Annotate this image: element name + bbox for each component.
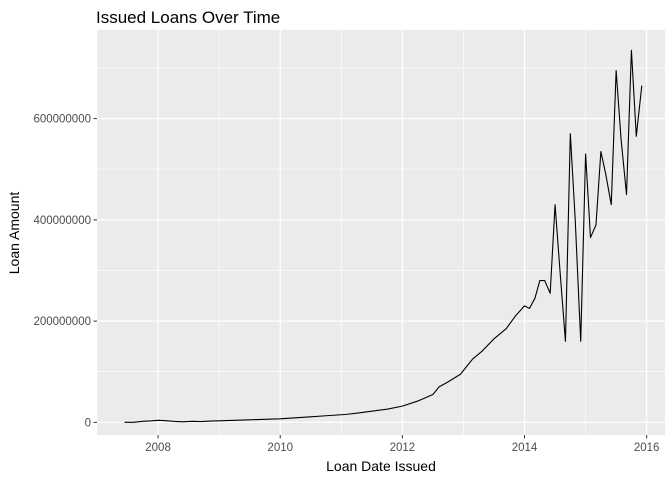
- y-tick-label: 200000000: [33, 316, 91, 328]
- y-tick-label: 400000000: [33, 215, 91, 227]
- plot-panel: [97, 30, 665, 435]
- x-tick-label: 2010: [267, 442, 293, 454]
- y-axis-title: Loan Amount: [6, 192, 22, 275]
- y-tick-label: 0: [85, 417, 91, 429]
- x-tick-label: 2008: [145, 442, 171, 454]
- x-axis-title: Loan Date Issued: [326, 458, 436, 474]
- x-tick-label: 2014: [512, 442, 538, 454]
- x-axis-ticks: 2008 2010 2012 2014 2016: [145, 435, 659, 454]
- y-axis-ticks: 0 200000000 400000000 600000000: [33, 114, 97, 429]
- chart-title: Issued Loans Over Time: [96, 8, 280, 27]
- major-gridlines: [97, 30, 665, 435]
- x-tick-label: 2016: [634, 442, 660, 454]
- x-tick-label: 2012: [390, 442, 416, 454]
- minor-gridlines: [96, 30, 665, 435]
- y-tick-label: 600000000: [33, 114, 91, 126]
- series-line: [124, 49, 643, 423]
